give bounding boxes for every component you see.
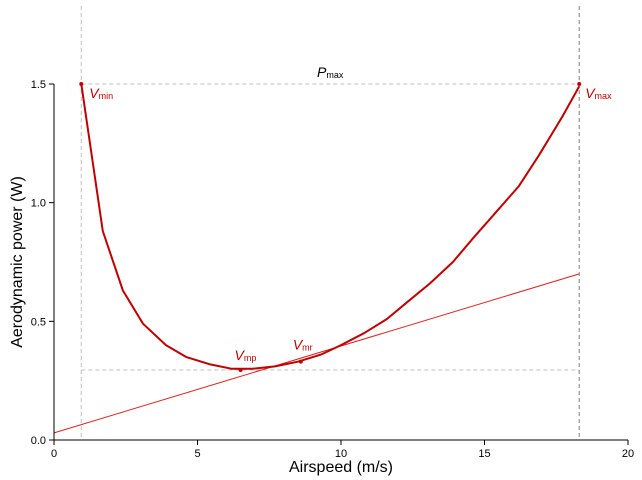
plot-series — [53, 82, 582, 434]
y-tick-label: 1.0 — [31, 198, 46, 210]
vmin-marker — [79, 82, 84, 86]
vmax-annotation-sub: max — [595, 91, 613, 101]
x-tick-label: 10 — [335, 448, 347, 460]
x-tick-label: 5 — [194, 448, 200, 460]
x-tick-label: 15 — [478, 448, 490, 460]
tangent-line — [53, 273, 580, 434]
vmr-annotation-main: V — [293, 337, 304, 353]
vmp-annotation: Vmp — [235, 347, 257, 363]
axes — [53, 84, 628, 441]
vmp-annotation-sub: mp — [244, 353, 257, 363]
pmax-annotation-main: P — [317, 64, 327, 80]
vmin-annotation: Vmin — [89, 85, 113, 101]
axis-ticks: 0 5 10 15 20 0.0 0.5 1.0 1.5 — [31, 79, 634, 460]
vmr-annotation-sub: mr — [302, 343, 313, 353]
pmax-annotation: Pmax — [317, 64, 344, 80]
y-tick-label: 0.0 — [31, 435, 46, 447]
y-tick-label: 1.5 — [31, 79, 46, 91]
x-tick-label: 0 — [51, 448, 57, 460]
vmr-annotation: Vmr — [293, 337, 313, 353]
x-tick-label: 20 — [622, 448, 634, 460]
y-axis-title: Aerodynamic power (W) — [9, 176, 26, 348]
vmp-marker — [238, 367, 243, 372]
vmax-annotation: Vmax — [585, 85, 612, 101]
pmax-annotation-sub: max — [326, 70, 344, 80]
power-curve-line — [80, 83, 581, 370]
vmin-annotation-main: V — [89, 85, 100, 101]
vmax-marker — [577, 82, 582, 86]
y-tick-label: 0.5 — [31, 316, 46, 328]
vmr-marker — [298, 359, 303, 364]
vmin-annotation-sub: min — [99, 91, 114, 101]
x-axis-title: Airspeed (m/s) — [289, 459, 393, 476]
vmax-annotation-main: V — [585, 85, 596, 101]
vmp-annotation-main: V — [235, 347, 246, 363]
guide-lines — [80, 6, 580, 440]
